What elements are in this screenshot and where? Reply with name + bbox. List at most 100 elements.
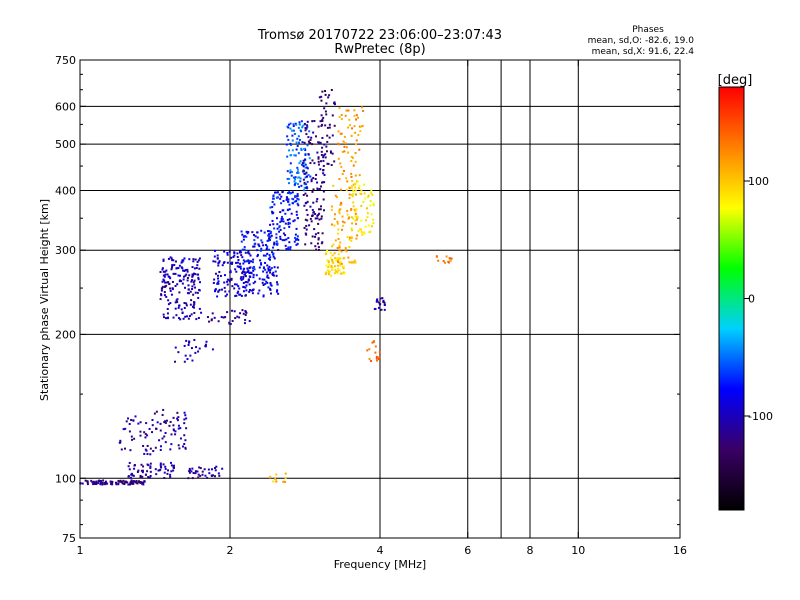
- data-point: [290, 144, 293, 147]
- data-point: [317, 156, 320, 159]
- data-point: [247, 231, 250, 234]
- data-point: [127, 465, 130, 468]
- data-point: [229, 269, 232, 272]
- data-point: [235, 270, 238, 273]
- data-point: [161, 414, 164, 417]
- data-point: [378, 356, 381, 359]
- data-point: [348, 238, 351, 241]
- data-point: [169, 475, 172, 478]
- data-point: [302, 164, 305, 167]
- data-point: [274, 270, 277, 273]
- data-point: [366, 216, 369, 219]
- data-point: [131, 480, 134, 483]
- data-point: [324, 90, 327, 93]
- data-point: [304, 149, 307, 152]
- data-point: [293, 180, 296, 183]
- data-point: [136, 470, 139, 473]
- data-point: [164, 441, 167, 444]
- data-point: [290, 212, 293, 215]
- data-point: [289, 169, 292, 172]
- data-point: [254, 280, 257, 283]
- data-point: [286, 196, 289, 199]
- data-point: [323, 143, 326, 146]
- data-point: [200, 311, 203, 314]
- data-point: [176, 419, 179, 422]
- data-point: [238, 293, 241, 296]
- data-point: [278, 230, 281, 233]
- data-point: [222, 316, 225, 319]
- data-point: [269, 206, 272, 209]
- data-point: [196, 470, 199, 473]
- data-point: [296, 168, 299, 171]
- data-point: [296, 183, 299, 186]
- data-point: [196, 291, 199, 294]
- data-point: [355, 118, 358, 121]
- data-point: [177, 444, 180, 447]
- data-point: [204, 343, 207, 346]
- data-point: [130, 418, 133, 421]
- data-point: [325, 145, 328, 148]
- data-point: [320, 205, 323, 208]
- data-point: [205, 340, 208, 343]
- data-point: [361, 124, 364, 127]
- data-point: [295, 210, 298, 213]
- data-point: [198, 347, 201, 350]
- data-point: [296, 193, 299, 196]
- data-point: [316, 242, 319, 245]
- data-point: [298, 138, 301, 141]
- data-point: [115, 483, 118, 486]
- data-point: [272, 255, 275, 258]
- data-point: [172, 469, 175, 472]
- data-point: [95, 480, 98, 483]
- data-point: [322, 168, 325, 171]
- data-point: [114, 481, 117, 484]
- data-point: [252, 234, 255, 237]
- data-point: [297, 126, 300, 129]
- data-point: [311, 143, 314, 146]
- data-point: [166, 472, 169, 475]
- data-point: [354, 152, 357, 155]
- data-point: [357, 133, 360, 136]
- data-point: [327, 266, 330, 269]
- data-point: [351, 195, 354, 198]
- data-point: [269, 256, 272, 259]
- data-point: [191, 467, 194, 470]
- data-point: [210, 474, 213, 477]
- data-point: [294, 238, 297, 241]
- data-point: [354, 219, 357, 222]
- data-point: [252, 288, 255, 291]
- data-point: [167, 469, 170, 472]
- data-point: [173, 263, 176, 266]
- data-point: [144, 448, 147, 451]
- data-point: [159, 422, 162, 425]
- data-point: [252, 282, 255, 285]
- data-point: [297, 204, 300, 207]
- data-point: [224, 295, 227, 298]
- data-point: [305, 233, 308, 236]
- data-point: [348, 197, 351, 200]
- data-point: [351, 180, 354, 183]
- data-point: [374, 351, 377, 354]
- data-point: [283, 239, 286, 242]
- data-point: [275, 196, 278, 199]
- data-point: [337, 157, 340, 160]
- data-point: [263, 278, 266, 281]
- data-point: [262, 270, 265, 273]
- data-point: [328, 123, 331, 126]
- data-point: [157, 469, 160, 472]
- data-point: [362, 109, 365, 112]
- y-tick-label: 100: [55, 472, 76, 485]
- data-point: [336, 264, 339, 267]
- data-point: [320, 242, 323, 245]
- data-point: [330, 274, 333, 277]
- data-point: [216, 254, 219, 257]
- data-point: [197, 259, 200, 262]
- data-point: [355, 208, 358, 211]
- data-point: [159, 271, 162, 274]
- data-point: [191, 287, 194, 290]
- data-point: [122, 428, 125, 431]
- data-point: [236, 261, 239, 264]
- data-point: [275, 473, 278, 476]
- data-point: [251, 231, 254, 234]
- data-point: [276, 289, 279, 292]
